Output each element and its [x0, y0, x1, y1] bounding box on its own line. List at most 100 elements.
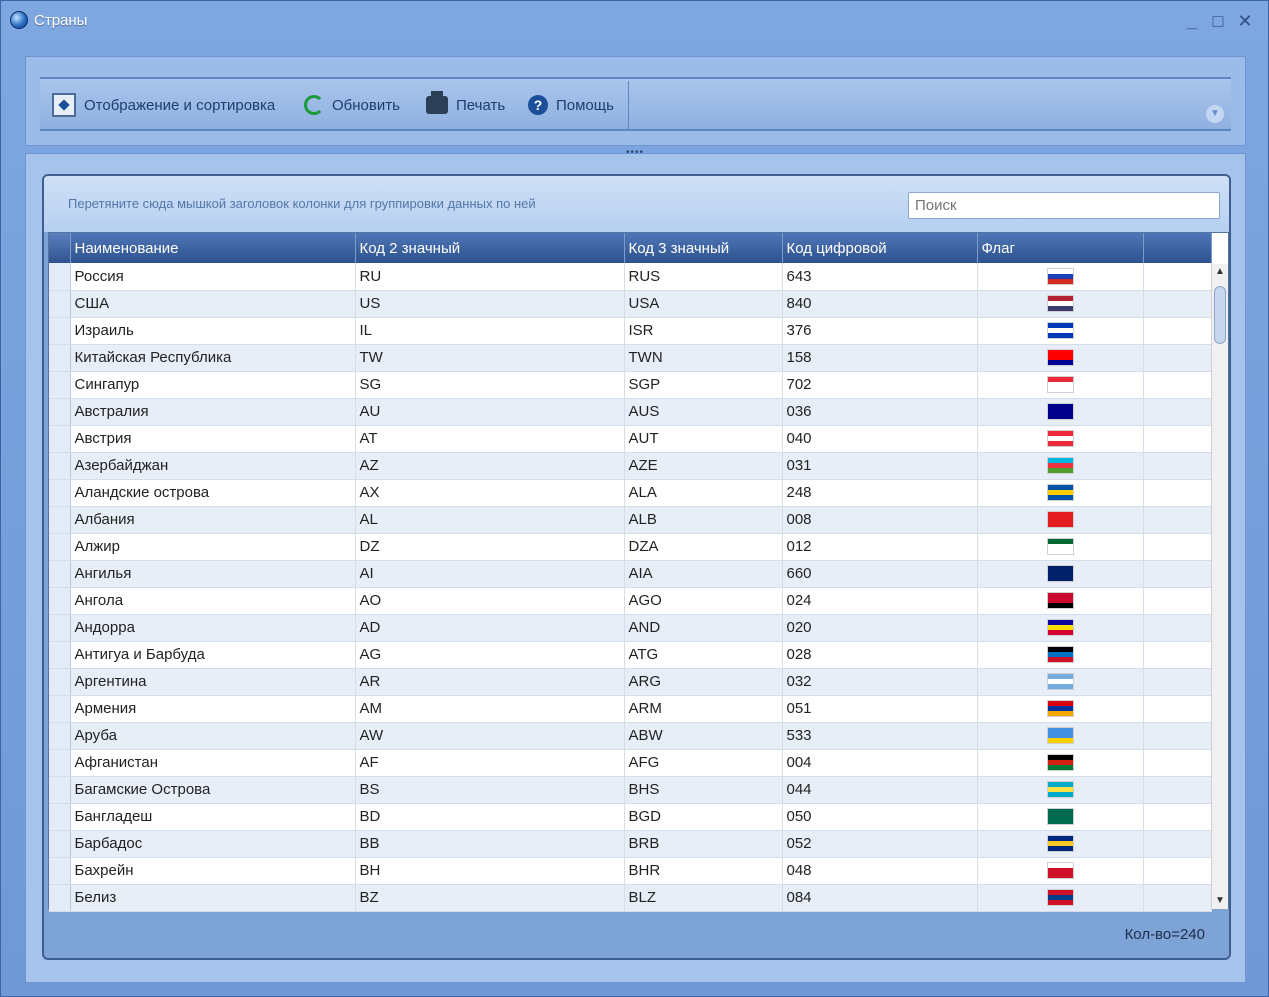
cell-flag	[977, 803, 1144, 831]
cell-numeric-code: 052	[782, 830, 978, 858]
cell-name: Австралия	[70, 398, 356, 426]
flag-icon	[1046, 592, 1074, 610]
cell-code3: AGO	[624, 587, 783, 615]
cell-code2: SG	[355, 371, 625, 399]
ribbon-expand-button[interactable]: ▼	[1206, 105, 1224, 123]
table-row[interactable]: Барбадос BB BRB 052	[49, 830, 1212, 858]
table-row[interactable]: Аруба AW ABW 533	[49, 722, 1212, 750]
table-row[interactable]: Ангилья AI AIA 660	[49, 560, 1212, 588]
maximize-button[interactable]: □	[1212, 11, 1224, 31]
row-indicator	[49, 560, 71, 588]
flag-icon	[1046, 457, 1074, 475]
search-input[interactable]	[908, 192, 1220, 219]
flag-icon	[1046, 781, 1074, 799]
cell-code3: ABW	[624, 722, 783, 750]
cell-code2: US	[355, 290, 625, 318]
cell-empty	[1143, 533, 1212, 561]
table-row[interactable]: Сингапур SG SGP 702	[49, 371, 1212, 399]
cell-code2: BZ	[355, 884, 625, 912]
table-row[interactable]: Алжир DZ DZA 012	[49, 533, 1212, 561]
flag-icon	[1046, 268, 1074, 286]
cell-numeric-code: 012	[782, 533, 978, 561]
row-indicator	[49, 668, 71, 696]
close-button[interactable]: ✕	[1237, 11, 1253, 31]
cell-name: Албания	[70, 506, 356, 534]
table-row[interactable]: Белиз BZ BLZ 084	[49, 884, 1212, 912]
column-header-code2[interactable]: Код 2 значный	[355, 233, 625, 263]
cell-flag	[977, 290, 1144, 318]
cell-code2: AG	[355, 641, 625, 669]
cell-name: Багамские Острова	[70, 776, 356, 804]
cell-numeric-code: 031	[782, 452, 978, 480]
cell-code2: DZ	[355, 533, 625, 561]
cell-name: Австрия	[70, 425, 356, 453]
table-row[interactable]: Австралия AU AUS 036	[49, 398, 1212, 426]
table-container: Наименование Код 2 значный Код 3 значный…	[48, 232, 1229, 912]
cell-numeric-code: 024	[782, 587, 978, 615]
table-row[interactable]: Россия RU RUS 643	[49, 263, 1212, 291]
cell-code3: ARM	[624, 695, 783, 723]
cell-code3: AZE	[624, 452, 783, 480]
cell-code3: BLZ	[624, 884, 783, 912]
cell-empty	[1143, 452, 1212, 480]
flag-icon	[1046, 673, 1074, 691]
cell-empty	[1143, 830, 1212, 858]
cell-code2: AI	[355, 560, 625, 588]
refresh-button[interactable]: Обновить	[304, 91, 400, 119]
table-row[interactable]: Антигуа и Барбуда AG ATG 028	[49, 641, 1212, 669]
cell-numeric-code: 008	[782, 506, 978, 534]
cell-numeric-code: 050	[782, 803, 978, 831]
table-row[interactable]: Бангладеш BD BGD 050	[49, 803, 1212, 831]
cell-numeric-code: 040	[782, 425, 978, 453]
table-row[interactable]: Израиль IL ISR 376	[49, 317, 1212, 345]
flag-icon	[1046, 889, 1074, 907]
cell-flag	[977, 641, 1144, 669]
table-row[interactable]: Китайская Республика TW TWN 158	[49, 344, 1212, 372]
cell-name: Белиз	[70, 884, 356, 912]
row-indicator	[49, 290, 71, 318]
help-button[interactable]: ? Помощь	[528, 91, 614, 119]
table-row[interactable]: Аргентина AR ARG 032	[49, 668, 1212, 696]
cell-code2: AW	[355, 722, 625, 750]
flag-icon	[1046, 376, 1074, 394]
group-hint: Перетяните сюда мышкой заголовок колонки…	[68, 196, 536, 211]
scroll-up-arrow-icon[interactable]: ▲	[1215, 266, 1225, 277]
table-row[interactable]: Багамские Острова BS BHS 044	[49, 776, 1212, 804]
table-row[interactable]: Австрия AT AUT 040	[49, 425, 1212, 453]
table-row[interactable]: Аландские острова AX ALA 248	[49, 479, 1212, 507]
flag-icon	[1046, 484, 1074, 502]
column-header-name[interactable]: Наименование	[70, 233, 356, 263]
vertical-scrollbar[interactable]: ▲ ▼	[1211, 264, 1228, 909]
table-row[interactable]: Андорра AD AND 020	[49, 614, 1212, 642]
table-row[interactable]: США US USA 840	[49, 290, 1212, 318]
cell-flag	[977, 749, 1144, 777]
display-sort-button[interactable]: Отображение и сортировка	[52, 91, 275, 119]
cell-flag	[977, 695, 1144, 723]
table-row[interactable]: Азербайджан AZ AZE 031	[49, 452, 1212, 480]
scroll-down-arrow-icon[interactable]: ▼	[1215, 895, 1225, 906]
cell-code3: RUS	[624, 263, 783, 291]
column-header-code3[interactable]: Код 3 значный	[624, 233, 783, 263]
print-button[interactable]: Печать	[426, 91, 505, 119]
table-row[interactable]: Армения AM ARM 051	[49, 695, 1212, 723]
table-row[interactable]: Ангола AO AGO 024	[49, 587, 1212, 615]
cell-empty	[1143, 668, 1212, 696]
row-indicator	[49, 722, 71, 750]
cell-code2: IL	[355, 317, 625, 345]
splitter-grip[interactable]: ••••	[626, 147, 644, 158]
cell-numeric-code: 020	[782, 614, 978, 642]
group-panel[interactable]: Перетяните сюда мышкой заголовок колонки…	[44, 176, 1229, 232]
flag-icon	[1046, 835, 1074, 853]
table-row[interactable]: Бахрейн BH BHR 048	[49, 857, 1212, 885]
table-row[interactable]: Афганистан AF AFG 004	[49, 749, 1212, 777]
title-bar[interactable]: Страны _ □ ✕	[1, 1, 1268, 41]
table-row[interactable]: Албания AL ALB 008	[49, 506, 1212, 534]
cell-code2: AL	[355, 506, 625, 534]
row-indicator	[49, 857, 71, 885]
scrollbar-thumb[interactable]	[1214, 286, 1226, 344]
column-header-flag[interactable]: Флаг	[977, 233, 1144, 263]
cell-name: Сингапур	[70, 371, 356, 399]
column-header-numeric-code[interactable]: Код цифровой	[782, 233, 978, 263]
minimize-button[interactable]: _	[1186, 11, 1197, 31]
cell-name: Андорра	[70, 614, 356, 642]
